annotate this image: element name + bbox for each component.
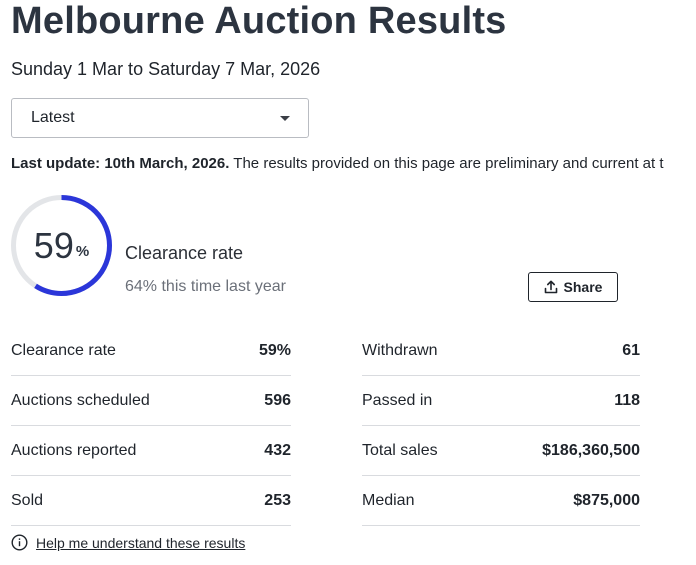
upload-icon — [544, 280, 557, 294]
last-update-text: The results provided on this page are pr… — [229, 155, 664, 172]
stat-row: Withdrawn 61 — [362, 326, 640, 376]
stat-row: Clearance rate 59% — [11, 326, 291, 376]
stat-label: Median — [362, 491, 415, 509]
clearance-rate-figure: 59% — [9, 193, 114, 298]
stats-left-column: Clearance rate 59% Auctions scheduled 59… — [11, 326, 291, 526]
last-update-label: Last update: 10th March, 2026. — [11, 155, 230, 172]
stat-row: Passed in 118 — [362, 376, 640, 426]
help-section: Help me understand these results — [11, 534, 245, 551]
last-update-notice: Last update: 10th March, 2026. The resul… — [11, 155, 696, 172]
share-label: Share — [563, 279, 603, 295]
stat-row: Sold 253 — [11, 476, 291, 526]
share-button[interactable]: Share — [528, 272, 618, 302]
stat-row: Auctions scheduled 596 — [11, 376, 291, 426]
stat-label: Auctions scheduled — [11, 391, 150, 409]
stat-label: Clearance rate — [11, 341, 116, 359]
stat-value: 596 — [264, 391, 291, 409]
clearance-rate-label: Clearance rate — [125, 243, 244, 263]
stat-label: Passed in — [362, 391, 433, 409]
stat-label: Sold — [11, 491, 44, 509]
chevron-down-icon — [280, 116, 290, 121]
stats-right-column: Withdrawn 61 Passed in 118 Total sales $… — [362, 326, 640, 526]
stat-value: $186,360,500 — [542, 441, 640, 459]
period-select-value: Latest — [31, 109, 75, 126]
period-select[interactable]: Latest — [11, 98, 309, 138]
stat-label: Withdrawn — [362, 341, 438, 359]
stat-value: 59% — [258, 341, 291, 359]
date-range: Sunday 1 Mar to Saturday 7 Mar, 2026 — [11, 59, 321, 79]
clearance-rate-ring — [11, 195, 112, 296]
clearance-rate-last-year: 64% this time last year — [125, 278, 286, 295]
stat-value: $875,000 — [573, 491, 640, 509]
stat-value: 253 — [264, 491, 291, 509]
stat-label: Total sales — [362, 441, 438, 459]
stat-row: Total sales $186,360,500 — [362, 426, 640, 476]
help-link[interactable]: Help me understand these results — [36, 534, 246, 551]
stat-row: Median $875,000 — [362, 476, 640, 526]
stat-value: 432 — [264, 441, 291, 459]
info-icon — [11, 534, 28, 551]
stat-label: Auctions reported — [11, 441, 137, 459]
stat-value: 61 — [622, 341, 640, 359]
page-title: Melbourne Auction Results — [11, 0, 507, 42]
stat-row: Auctions reported 432 — [11, 426, 291, 476]
clearance-rate-percent: % — [75, 243, 90, 260]
clearance-rate-number: 59 — [33, 224, 74, 266]
stat-value: 118 — [614, 391, 640, 409]
clearance-ring-progress — [11, 195, 112, 296]
